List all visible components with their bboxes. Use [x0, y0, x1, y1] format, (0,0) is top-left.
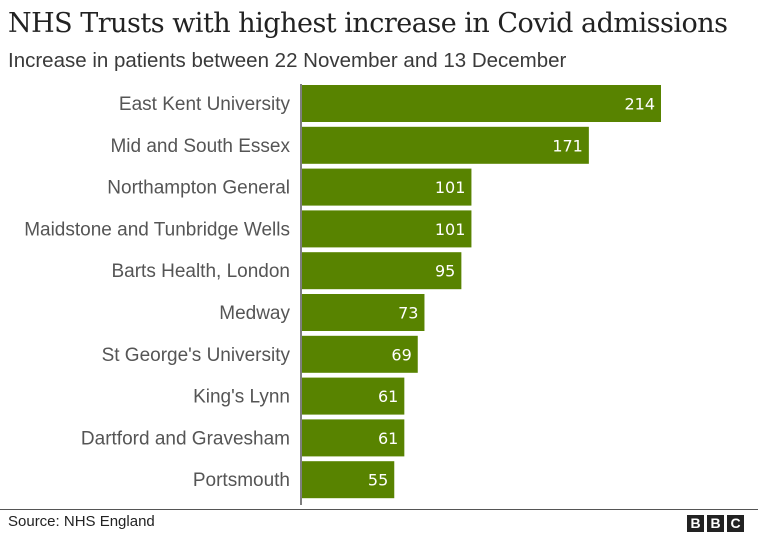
bars-group: East Kent University 214 Mid and South Ess… [24, 85, 661, 499]
category-label: King's Lynn [193, 387, 290, 408]
value-label: 101 [435, 220, 466, 239]
bar-7 [302, 377, 405, 415]
bar-8 [302, 419, 405, 457]
category-label: East Kent University [119, 94, 291, 115]
bar-3 [302, 210, 472, 248]
bar-9 [302, 461, 395, 499]
value-label: 55 [368, 471, 388, 490]
source-note: Source: NHS England [8, 513, 155, 530]
category-label: St George's University [102, 345, 291, 366]
bar-6 [302, 335, 418, 373]
value-label: 95 [435, 262, 455, 281]
value-label: 214 [624, 95, 655, 114]
category-label: Portsmouth [193, 470, 290, 491]
category-label: Dartford and Gravesham [81, 428, 290, 449]
chart-title: NHS Trusts with highest increase in Covi… [8, 8, 728, 39]
bbc-logo: B B C [687, 515, 744, 532]
category-label: Barts Health, London [111, 261, 290, 282]
category-label: Mid and South Essex [110, 136, 290, 157]
bar-1 [302, 126, 589, 164]
value-label: 61 [378, 387, 398, 406]
value-label: 69 [391, 345, 411, 364]
bar-5 [302, 294, 425, 331]
footer-divider [0, 509, 758, 510]
bar-0 [302, 85, 661, 122]
logo-letter-c: C [727, 515, 744, 532]
category-label: Northampton General [107, 178, 290, 199]
value-label: 61 [378, 429, 398, 448]
value-label: 101 [435, 178, 466, 197]
value-label: 171 [552, 136, 583, 155]
bar-4 [302, 252, 462, 290]
value-label: 73 [398, 304, 418, 323]
bar-2 [302, 168, 472, 206]
logo-letter-b2: B [707, 515, 724, 532]
logo-letter-b1: B [687, 515, 704, 532]
category-label: Maidstone and Tunbridge Wells [24, 219, 290, 240]
category-label: Medway [219, 303, 290, 324]
chart-subtitle: Increase in patients between 22 November… [8, 49, 567, 72]
